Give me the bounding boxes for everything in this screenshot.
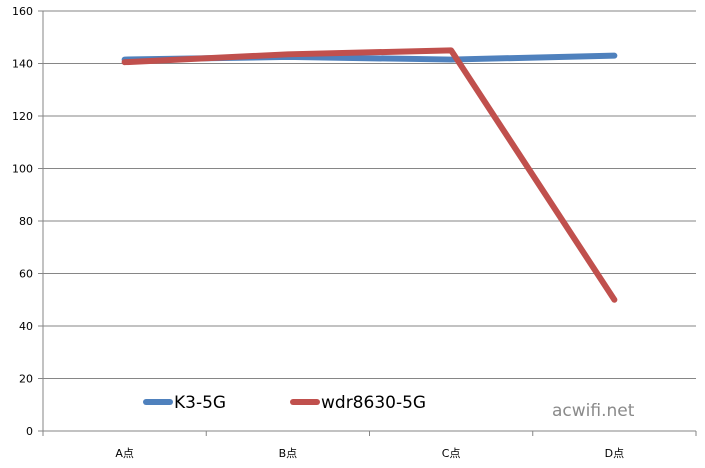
series-lines bbox=[121, 47, 618, 303]
series-line-2 bbox=[121, 47, 618, 303]
y-tick-label: 160 bbox=[12, 5, 33, 18]
y-tick-label: 100 bbox=[12, 163, 33, 176]
y-axis-tick-labels: 0 20 40 60 80 100 120 140 160 bbox=[12, 5, 33, 438]
legend-label: wdr8630-5G bbox=[321, 393, 426, 413]
x-tick-label: A点 bbox=[115, 447, 134, 460]
legend-label: K3-5G bbox=[174, 393, 226, 413]
y-tick-label: 0 bbox=[26, 425, 33, 438]
y-tick-label: 40 bbox=[19, 320, 33, 333]
watermark-text: acwifi.net bbox=[552, 401, 635, 421]
x-tick-label: B点 bbox=[279, 447, 298, 460]
y-tick-label: 140 bbox=[12, 58, 33, 71]
y-tick-label: 80 bbox=[19, 215, 33, 228]
y-tick-label: 20 bbox=[19, 373, 33, 386]
x-axis-tick-labels: A点 B点 C点 D点 bbox=[115, 447, 624, 460]
x-tick-label: D点 bbox=[605, 447, 624, 460]
gridlines bbox=[43, 10, 696, 379]
x-tick-label: C点 bbox=[442, 447, 461, 460]
y-tick-label: 120 bbox=[12, 110, 33, 123]
y-tick-label: 60 bbox=[19, 268, 33, 281]
axes bbox=[38, 10, 697, 436]
legend: K3-5G wdr8630-5G bbox=[143, 393, 426, 413]
